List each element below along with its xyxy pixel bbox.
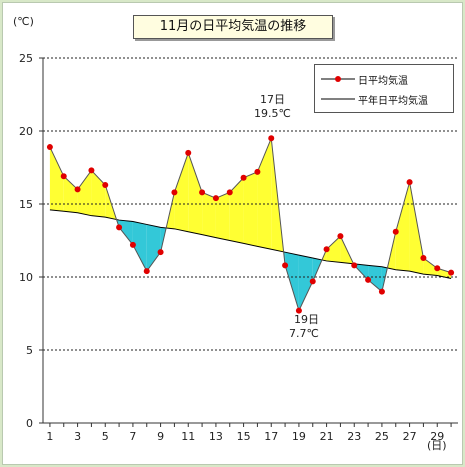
x-tick-label-23: 23 bbox=[347, 430, 361, 443]
x-tick-label-15: 15 bbox=[237, 430, 251, 443]
data-point-day-22 bbox=[337, 233, 344, 240]
data-point-day-9 bbox=[157, 249, 164, 256]
gridlines bbox=[43, 57, 458, 351]
y-tick-label-25: 25 bbox=[19, 52, 33, 65]
data-point-day-30 bbox=[448, 269, 455, 276]
x-tick-label-19: 19 bbox=[292, 430, 306, 443]
data-point-day-2 bbox=[60, 173, 67, 180]
data-point-day-10 bbox=[171, 189, 178, 196]
annotation-min-value: 7.7℃ bbox=[289, 327, 319, 340]
fill-above-normal bbox=[174, 152, 189, 232]
fill-below-normal bbox=[119, 220, 133, 245]
legend-label-normal: 平年日平均気温 bbox=[358, 95, 428, 107]
chart-title: 11月の日平均気温の推移 bbox=[133, 15, 333, 39]
x-tick-label-9: 9 bbox=[157, 430, 164, 443]
data-point-day-5 bbox=[102, 182, 109, 189]
x-tick-label-17: 17 bbox=[264, 430, 278, 443]
fill-above-normal bbox=[63, 176, 78, 213]
data-point-day-7 bbox=[129, 241, 136, 248]
data-point-day-27 bbox=[406, 179, 413, 186]
data-point-day-6 bbox=[116, 224, 123, 231]
legend-marker-normal bbox=[321, 98, 355, 100]
x-tick-label-21: 21 bbox=[320, 430, 334, 443]
legend-label-daily: 日平均気温 bbox=[358, 75, 408, 87]
fill-above-normal bbox=[395, 182, 410, 272]
data-points bbox=[46, 135, 455, 314]
annotation-max-value: 19.5℃ bbox=[254, 107, 291, 120]
data-point-day-20 bbox=[309, 278, 316, 285]
series-lines bbox=[49, 138, 452, 312]
data-point-day-25 bbox=[378, 288, 385, 295]
daily-temperature-line bbox=[49, 138, 452, 312]
data-point-day-21 bbox=[323, 246, 330, 253]
fill-above-normal bbox=[243, 171, 258, 247]
x-tick-label-27: 27 bbox=[403, 430, 417, 443]
x-tick-label-7: 7 bbox=[129, 430, 136, 443]
data-point-day-16 bbox=[254, 168, 261, 175]
fill-below-normal bbox=[298, 255, 313, 311]
annotation-min-day: 19日 bbox=[294, 313, 319, 326]
y-tick-label-20: 20 bbox=[19, 125, 33, 138]
data-point-day-26 bbox=[392, 228, 399, 235]
fill-above-normal bbox=[77, 170, 92, 216]
data-point-day-15 bbox=[240, 174, 247, 181]
data-point-day-23 bbox=[351, 262, 358, 269]
data-point-day-1 bbox=[46, 144, 53, 151]
legend-marker-daily bbox=[321, 76, 355, 82]
fill-above-normal bbox=[423, 258, 438, 276]
axes bbox=[39, 57, 458, 427]
fill-below-normal bbox=[368, 265, 382, 292]
x-tick-label-11: 11 bbox=[181, 430, 195, 443]
fill-above-normal bbox=[229, 177, 244, 244]
data-point-day-29 bbox=[434, 265, 441, 272]
x-axis-unit: (日) bbox=[427, 439, 447, 452]
data-point-day-13 bbox=[212, 195, 219, 202]
x-tick-label-29: 29 bbox=[430, 430, 444, 443]
fill-above-normal bbox=[188, 152, 203, 235]
data-point-day-14 bbox=[226, 189, 233, 196]
data-point-day-12 bbox=[199, 189, 206, 196]
fill-above-normal bbox=[326, 236, 341, 263]
deviation-fills bbox=[49, 138, 452, 311]
fill-below-normal bbox=[285, 252, 299, 311]
data-point-day-4 bbox=[88, 167, 95, 174]
fill-above-normal bbox=[49, 147, 64, 212]
x-tick-label-13: 13 bbox=[209, 430, 223, 443]
y-tick-label-10: 10 bbox=[19, 271, 33, 284]
data-point-day-8 bbox=[143, 268, 150, 275]
y-tick-label-15: 15 bbox=[19, 198, 33, 211]
fill-above-normal bbox=[91, 170, 106, 218]
data-point-day-11 bbox=[185, 149, 192, 156]
data-point-day-28 bbox=[420, 255, 427, 262]
fill-above-normal bbox=[409, 182, 424, 275]
fill-below-normal bbox=[132, 221, 147, 272]
x-tick-label-25: 25 bbox=[375, 430, 389, 443]
fill-below-normal bbox=[146, 224, 161, 272]
fill-above-normal bbox=[257, 138, 272, 250]
y-tick-label-0: 0 bbox=[26, 417, 33, 430]
data-point-day-17 bbox=[268, 135, 275, 142]
y-axis-unit: (℃) bbox=[13, 15, 34, 28]
annotation-max-day: 17日 bbox=[260, 93, 285, 106]
legend: 日平均気温 平年日平均気温 bbox=[314, 64, 454, 113]
data-point-day-19 bbox=[295, 307, 302, 314]
x-tick-label-3: 3 bbox=[74, 430, 81, 443]
x-tick-label-5: 5 bbox=[102, 430, 109, 443]
y-tick-label-5: 5 bbox=[26, 344, 33, 357]
data-point-day-18 bbox=[282, 262, 289, 269]
legend-item-normal: 平年日平均気温 bbox=[321, 91, 428, 107]
x-tick-label-1: 1 bbox=[46, 430, 53, 443]
legend-item-daily: 日平均気温 bbox=[321, 71, 408, 87]
data-point-day-24 bbox=[365, 276, 372, 283]
data-point-day-3 bbox=[74, 186, 81, 193]
